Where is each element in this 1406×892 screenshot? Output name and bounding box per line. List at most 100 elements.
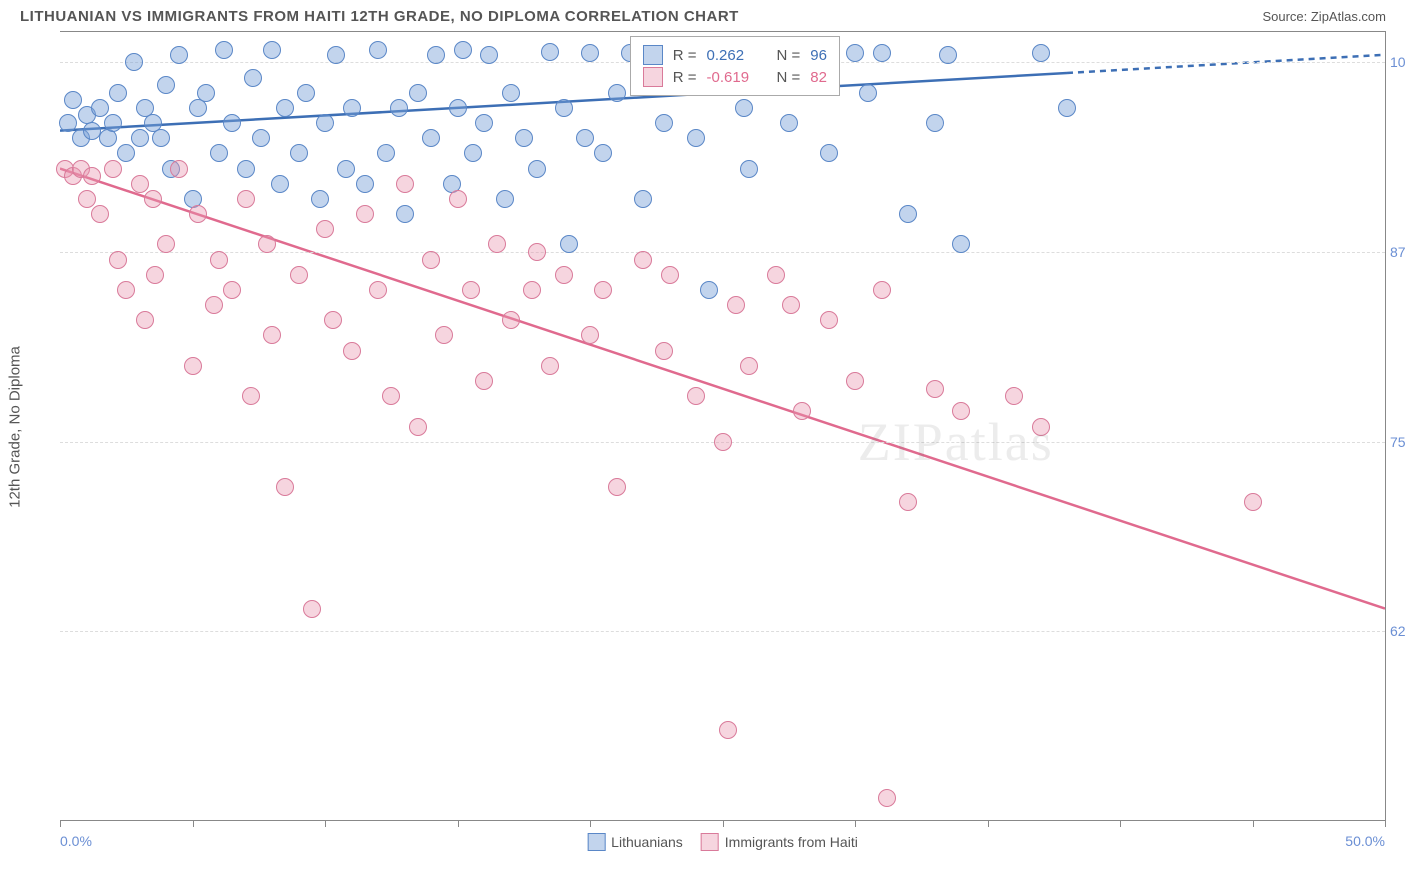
data-point xyxy=(244,69,262,87)
data-point xyxy=(1032,44,1050,62)
data-point xyxy=(223,114,241,132)
data-point xyxy=(939,46,957,64)
data-point xyxy=(258,235,276,253)
y-tick-label: 75.0% xyxy=(1390,434,1406,450)
n-label: N = xyxy=(777,69,801,86)
data-point xyxy=(714,433,732,451)
data-point xyxy=(576,129,594,147)
data-point xyxy=(237,160,255,178)
data-point xyxy=(926,380,944,398)
series-swatch xyxy=(643,45,663,65)
data-point xyxy=(655,342,673,360)
data-point xyxy=(687,129,705,147)
y-axis-label: 12th Grade, No Diploma xyxy=(7,346,24,508)
regression-stat-row: R = -0.619N = 82 xyxy=(643,67,827,87)
data-point xyxy=(820,144,838,162)
data-point xyxy=(496,190,514,208)
data-point xyxy=(475,372,493,390)
data-point xyxy=(1032,418,1050,436)
data-point xyxy=(210,144,228,162)
x-tick xyxy=(60,821,61,827)
series-swatch xyxy=(643,67,663,87)
data-point xyxy=(396,205,414,223)
data-point xyxy=(136,311,154,329)
data-point xyxy=(263,41,281,59)
data-point xyxy=(356,205,374,223)
data-point xyxy=(594,281,612,299)
chart-header: LITHUANIAN VS IMMIGRANTS FROM HAITI 12TH… xyxy=(0,0,1406,29)
gridline xyxy=(60,631,1385,632)
data-point xyxy=(488,235,506,253)
data-point xyxy=(146,266,164,284)
data-point xyxy=(109,84,127,102)
data-point xyxy=(555,266,573,284)
n-label: N = xyxy=(777,47,801,64)
source-attribution: Source: ZipAtlas.com xyxy=(1262,9,1386,24)
data-point xyxy=(555,99,573,117)
data-point xyxy=(661,266,679,284)
data-point xyxy=(215,41,233,59)
legend: Lithuanians Immigrants from Haiti xyxy=(587,833,858,851)
x-tick-label: 50.0% xyxy=(1345,833,1385,849)
data-point xyxy=(369,41,387,59)
data-point xyxy=(343,342,361,360)
data-point xyxy=(343,99,361,117)
data-point xyxy=(290,266,308,284)
data-point xyxy=(820,311,838,329)
data-point xyxy=(327,46,345,64)
x-tick xyxy=(723,821,724,827)
r-label: R = xyxy=(673,69,697,86)
x-tick xyxy=(1253,821,1254,827)
data-point xyxy=(184,357,202,375)
data-point xyxy=(83,167,101,185)
data-point xyxy=(767,266,785,284)
data-point xyxy=(952,235,970,253)
data-point xyxy=(1058,99,1076,117)
data-point xyxy=(515,129,533,147)
data-point xyxy=(104,160,122,178)
x-tick xyxy=(590,821,591,827)
regression-stats-box: R = 0.262N = 96R = -0.619N = 82 xyxy=(630,36,840,96)
regression-lines xyxy=(60,32,1385,821)
data-point xyxy=(655,114,673,132)
data-point xyxy=(237,190,255,208)
data-point xyxy=(581,326,599,344)
data-point xyxy=(449,190,467,208)
legend-item: Lithuanians xyxy=(587,833,683,851)
data-point xyxy=(252,129,270,147)
data-point xyxy=(117,281,135,299)
data-point xyxy=(78,190,96,208)
data-point xyxy=(581,44,599,62)
x-tick xyxy=(988,821,989,827)
data-point xyxy=(780,114,798,132)
data-point xyxy=(464,144,482,162)
data-point xyxy=(316,220,334,238)
x-tick xyxy=(855,821,856,827)
legend-label: Immigrants from Haiti xyxy=(725,834,858,850)
r-label: R = xyxy=(673,47,697,64)
data-point xyxy=(1005,387,1023,405)
data-point xyxy=(719,721,737,739)
data-point xyxy=(356,175,374,193)
data-point xyxy=(926,114,944,132)
data-point xyxy=(64,91,82,109)
data-point xyxy=(131,175,149,193)
data-point xyxy=(117,144,135,162)
data-point xyxy=(782,296,800,314)
data-point xyxy=(735,99,753,117)
data-point xyxy=(297,84,315,102)
data-point xyxy=(427,46,445,64)
data-point xyxy=(608,84,626,102)
data-point xyxy=(541,357,559,375)
data-point xyxy=(263,326,281,344)
data-point xyxy=(846,44,864,62)
data-point xyxy=(687,387,705,405)
data-point xyxy=(740,160,758,178)
data-point xyxy=(528,243,546,261)
legend-swatch xyxy=(701,833,719,851)
legend-swatch xyxy=(587,833,605,851)
data-point xyxy=(59,114,77,132)
data-point xyxy=(157,235,175,253)
source-link[interactable]: ZipAtlas.com xyxy=(1311,9,1386,24)
x-tick xyxy=(1385,821,1386,827)
